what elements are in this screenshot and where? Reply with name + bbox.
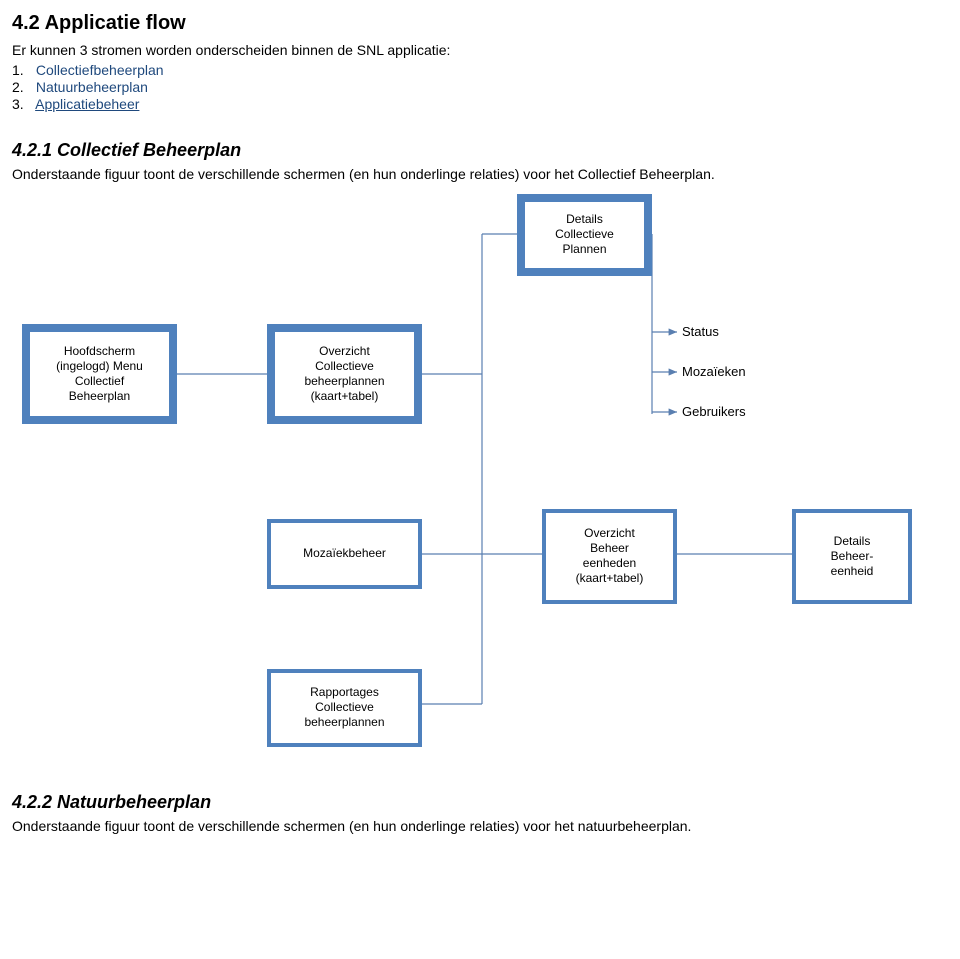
list-num: 1. [12,62,32,78]
link-collectiefbeheerplan[interactable]: Collectiefbeheerplan [36,62,164,78]
subsection1-body: Onderstaande figuur toont de verschillen… [12,165,948,184]
subsection1-title: 4.2.1 Collectief Beheerplan [12,140,948,161]
label-gebruikers: Gebruikers [682,404,746,419]
node-rapportages: RapportagesCollectievebeheerplannen [267,669,422,747]
node-details-collectieve-plannen: DetailsCollectievePlannen [517,194,652,276]
node-mozaiekbeheer: Mozaïekbeheer [267,519,422,589]
node-overzicht-beheereenheden: OverzichtBeheereenheden(kaart+tabel) [542,509,677,604]
section-title: 4.2 Applicatie flow [12,12,948,35]
subsection2-body: Onderstaande figuur toont de verschillen… [12,817,948,836]
diagram-connectors [12,194,942,764]
section-list: 1. Collectiefbeheerplan 2. Natuurbeheerp… [12,62,948,112]
link-natuurbeheerplan[interactable]: Natuurbeheerplan [36,79,148,95]
list-item: 1. Collectiefbeheerplan [12,62,948,78]
link-applicatiebeheer[interactable]: Applicatiebeheer [35,96,139,112]
subsection2-title: 4.2.2 Natuurbeheerplan [12,792,948,813]
flow-diagram: DetailsCollectievePlannen Hoofdscherm(in… [12,194,942,764]
list-num: 2. [12,79,32,95]
label-mozaieken: Mozaïeken [682,364,746,379]
node-details-beheereenheid: DetailsBeheer-eenheid [792,509,912,604]
list-item: 2. Natuurbeheerplan [12,79,948,95]
label-status: Status [682,324,719,339]
list-item: 3. Applicatiebeheer [12,96,948,112]
node-hoofdscherm: Hoofdscherm(ingelogd) MenuCollectiefBehe… [22,324,177,424]
section-intro: Er kunnen 3 stromen worden onderscheiden… [12,41,948,60]
list-num: 3. [12,96,32,112]
node-overzicht-collectieve-beheerplannen: OverzichtCollectievebeheerplannen(kaart+… [267,324,422,424]
